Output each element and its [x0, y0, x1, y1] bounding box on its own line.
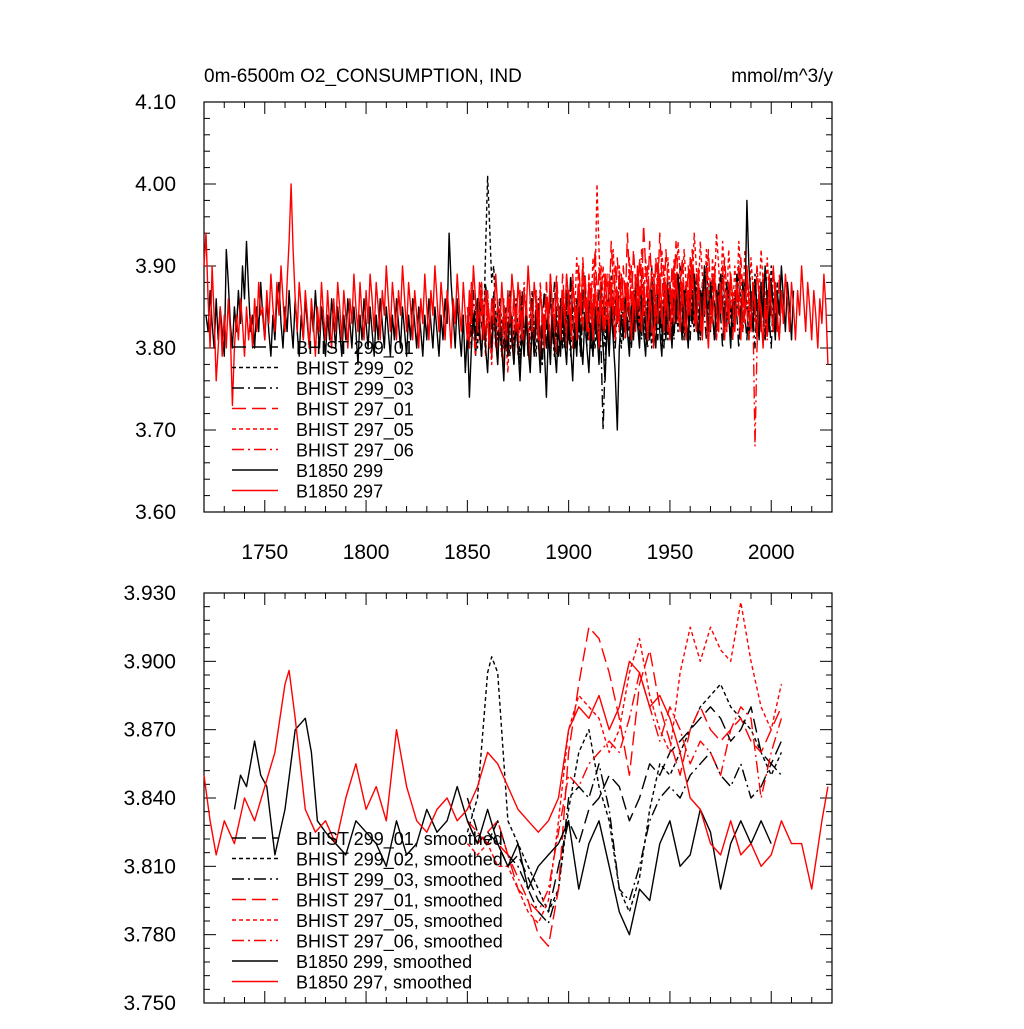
legend-label: BHIST 299_03 [296, 379, 414, 400]
legend-label: BHIST 297_05 [296, 420, 414, 441]
legend-label: BHIST 297_06, smoothed [296, 932, 503, 953]
chart-title-left: 0m-6500m O2_CONSUMPTION, IND [204, 66, 522, 87]
legend-label: BHIST 297_06 [296, 441, 414, 462]
legend-label: B1850 297, smoothed [296, 973, 472, 993]
y-tick-label: 3.930 [123, 582, 176, 605]
legend-label: BHIST 297_01 [296, 400, 414, 421]
x-tick-label: 1800 [343, 541, 390, 564]
y-tick-label: 3.840 [123, 787, 176, 810]
y-tick-label: 4.10 [135, 91, 176, 114]
series-line [203, 660, 829, 890]
x-tick-label: 2000 [748, 541, 795, 564]
y-tick-label: 3.750 [123, 992, 176, 1015]
legend-label: BHIST 299_02 [296, 359, 414, 380]
legend-label: BHIST 299_03, smoothed [296, 870, 503, 891]
series-line [466, 751, 782, 924]
y-tick-label: 3.900 [123, 650, 176, 673]
series-line [205, 199, 795, 431]
series-line [203, 183, 829, 407]
legend-label: BHIST 299_01, smoothed [296, 829, 503, 850]
legend-label: BHIST 297_05, smoothed [296, 911, 503, 932]
x-tick-label: 1750 [241, 541, 288, 564]
legend-label: B1850 299, smoothed [296, 952, 472, 972]
x-tick-label: 1900 [545, 541, 592, 564]
series-line [233, 717, 772, 936]
y-tick-label: 3.90 [135, 255, 176, 278]
y-tick-label: 3.80 [135, 337, 176, 360]
legend-label: BHIST 299_02, smoothed [296, 850, 503, 871]
y-tick-label: 3.780 [123, 924, 176, 947]
series-line [466, 601, 783, 924]
y-tick-label: 3.60 [135, 501, 176, 524]
legend-label: BHIST 299_01 [296, 338, 414, 359]
x-tick-label: 1850 [444, 541, 491, 564]
y-tick-label: 3.810 [123, 855, 176, 878]
series-line [466, 706, 783, 913]
y-tick-label: 3.70 [135, 419, 176, 442]
chart-title-right: mmol/m^3/y [731, 66, 833, 87]
series-line [466, 626, 783, 947]
x-tick-label: 1950 [647, 541, 694, 564]
legend-label: B1850 299 [296, 461, 383, 481]
y-tick-label: 3.870 [123, 719, 176, 742]
plot-frame [203, 101, 833, 513]
y-tick-label: 4.00 [135, 173, 176, 196]
legend-label: BHIST 297_01, smoothed [296, 891, 503, 912]
series-line [466, 656, 783, 913]
legend-label: B1850 297 [296, 482, 383, 502]
